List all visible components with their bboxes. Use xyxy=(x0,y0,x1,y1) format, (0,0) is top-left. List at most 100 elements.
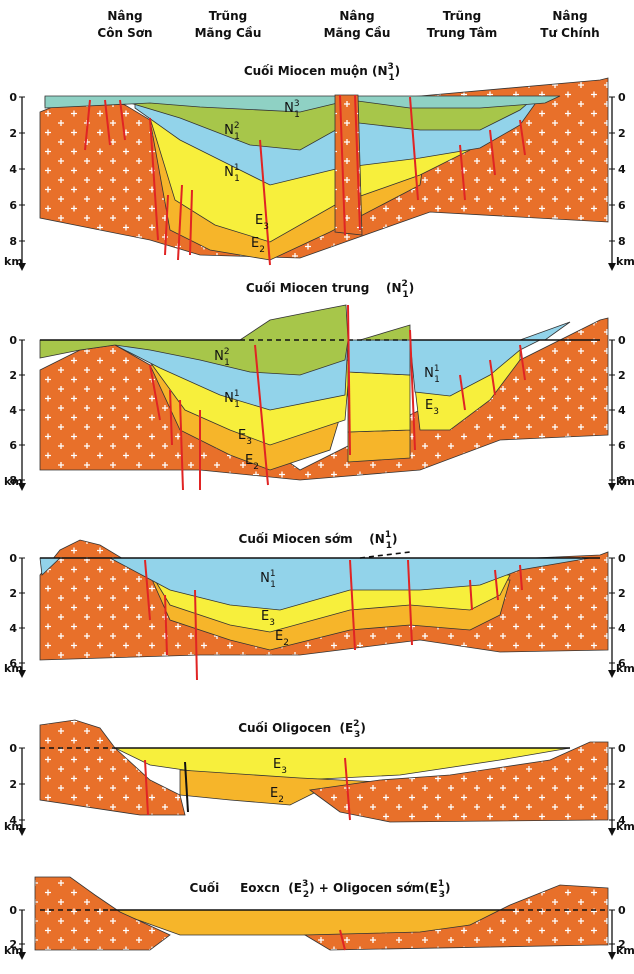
depth-unit: km xyxy=(4,820,23,833)
region-label: Trũng xyxy=(443,9,481,23)
symbol-base: N xyxy=(377,64,387,78)
title-text: ) xyxy=(392,532,397,546)
depth-unit: km xyxy=(4,475,23,488)
depth-label: 2 xyxy=(618,587,626,600)
depth-label: 2 xyxy=(618,369,626,382)
symbol-sub: 3 xyxy=(433,407,439,417)
region-label: Nâng xyxy=(552,9,587,23)
symbol-base: N xyxy=(224,165,234,180)
symbol-sup: 2 xyxy=(234,121,240,131)
sea-level-dashed xyxy=(360,552,410,558)
symbol-base: N xyxy=(214,349,224,364)
symbol-sup: 3 xyxy=(294,99,300,109)
title-text: Cuối Miocen trung ( xyxy=(246,281,392,295)
depth-label: 0 xyxy=(618,904,626,917)
depth-label: 4 xyxy=(9,404,17,417)
symbol-sub: 3 xyxy=(269,618,275,628)
cross-section-diagram: Nâng Côn Sơn Trũng Mãng Cầu Nâng Mãng Cầu Trũn… xyxy=(0,0,634,974)
depth-label: 2 xyxy=(9,127,17,140)
symbol-base: E xyxy=(255,213,263,228)
stratum xyxy=(348,430,410,462)
depth-label: 4 xyxy=(618,622,626,635)
symbol-sub: 1 xyxy=(234,132,240,142)
symbol-sub: 1 xyxy=(294,110,300,120)
region-label: Mãng Cầu xyxy=(324,26,391,40)
stratum xyxy=(348,372,410,432)
symbol-sup: 2 xyxy=(402,279,408,289)
symbol-sub: 1 xyxy=(270,580,276,590)
depth-label: 6 xyxy=(618,439,626,452)
symbol-sub: 2 xyxy=(253,462,259,472)
depth-label: 2 xyxy=(9,778,17,791)
depth-label: 6 xyxy=(9,439,17,452)
symbol-sub: 1 xyxy=(234,400,240,410)
depth-label: 0 xyxy=(618,552,626,565)
symbol-sup: 3 xyxy=(302,879,308,889)
symbol-sup: 2 xyxy=(224,347,230,357)
symbol-sub: 3 xyxy=(263,222,269,232)
depth-label: 6 xyxy=(618,199,626,212)
stratum xyxy=(40,720,185,815)
depth-label: 4 xyxy=(9,163,17,176)
depth-unit: km xyxy=(4,255,23,268)
region-label: Nâng xyxy=(107,9,142,23)
title-text: ) xyxy=(360,721,365,735)
symbol-base: N xyxy=(224,391,234,406)
symbol-sub: 2 xyxy=(283,638,289,648)
symbol-sub: 1 xyxy=(234,174,240,184)
symbol-base: N xyxy=(424,366,434,381)
depth-arrow xyxy=(608,828,616,836)
depth-arrow xyxy=(608,670,616,678)
depth-unit: km xyxy=(616,944,634,957)
depth-unit: km xyxy=(616,475,634,488)
section-title: Cuối Miocen trung (N21) xyxy=(246,279,414,300)
depth-label: 0 xyxy=(9,552,17,565)
symbol-sup: 1 xyxy=(234,389,240,399)
symbol-sup: 3 xyxy=(388,62,394,72)
symbol-base: E xyxy=(430,881,438,895)
symbol-base: N xyxy=(284,101,294,116)
depth-label: 4 xyxy=(9,622,17,635)
symbol-base: E xyxy=(251,236,259,251)
title-text: Cuối Oligocen ( xyxy=(238,721,345,735)
symbol-sup: 1 xyxy=(385,530,391,540)
title-text: Cuối Miocen sớm ( xyxy=(239,532,375,546)
title-text: Cuối Miocen muộn ( xyxy=(244,64,378,78)
region-label: Côn Sơn xyxy=(97,26,152,40)
depth-label: 0 xyxy=(9,904,17,917)
depth-label: 2 xyxy=(618,127,626,140)
symbol-base: E xyxy=(275,629,283,644)
region-label: Nâng xyxy=(339,9,374,23)
symbol-base: E xyxy=(294,881,302,895)
stratum xyxy=(348,340,410,375)
title-text: Cuối Eoxcn ( xyxy=(190,881,294,895)
symbol-base: E xyxy=(245,453,253,468)
depth-label: 2 xyxy=(618,778,626,791)
symbol-sub: 1 xyxy=(224,358,230,368)
stratum xyxy=(520,322,570,340)
depth-label: 2 xyxy=(9,587,17,600)
depth-label: 8 xyxy=(9,235,17,248)
symbol-base: E xyxy=(270,786,278,801)
depth-label: 0 xyxy=(9,91,17,104)
symbol-sup: 2 xyxy=(353,719,359,729)
symbol-base: E xyxy=(345,721,353,735)
title-text: ) xyxy=(395,64,400,78)
symbol-sup: 1 xyxy=(234,163,240,173)
depth-arrow xyxy=(608,483,616,491)
symbol-sup: 1 xyxy=(270,569,276,579)
depth-label: 6 xyxy=(9,199,17,212)
depth-unit: km xyxy=(616,255,634,268)
symbol-base: E xyxy=(261,609,269,624)
region-label: Mãng Cầu xyxy=(195,26,262,40)
depth-label: 0 xyxy=(618,91,626,104)
symbol-base: N xyxy=(392,281,402,295)
depth-label: 0 xyxy=(618,334,626,347)
title-text: ) xyxy=(409,281,414,295)
region-label: Trũng xyxy=(209,9,247,23)
stratum xyxy=(360,325,410,340)
depth-unit: km xyxy=(616,820,634,833)
symbol-sub: 3 xyxy=(281,766,287,776)
